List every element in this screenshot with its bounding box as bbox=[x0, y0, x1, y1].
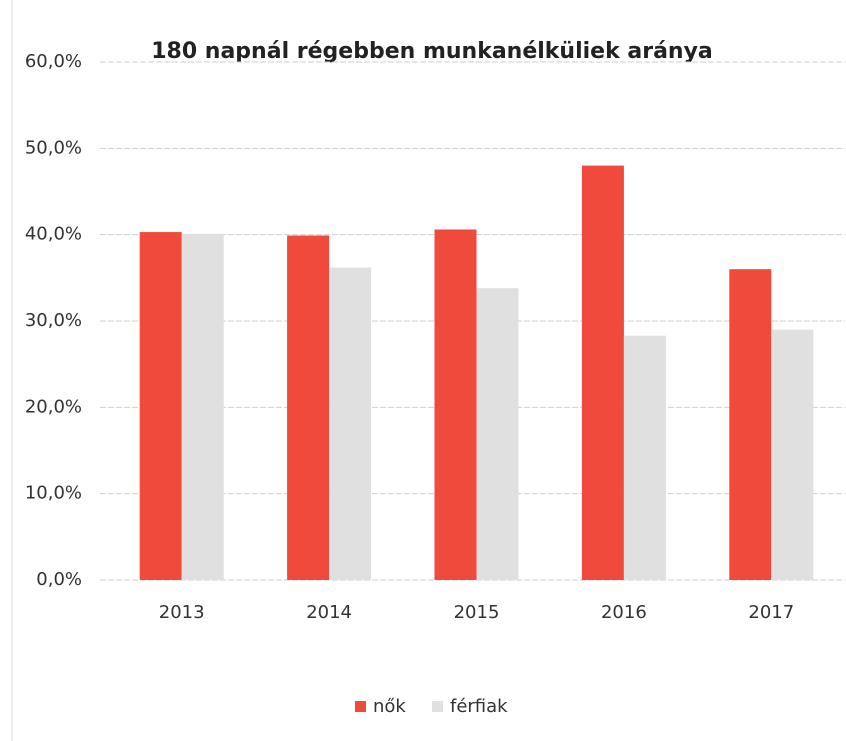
y-tick-label: 20,0% bbox=[25, 396, 82, 417]
chart-title: 180 napnál régebben munkanélküliek arány… bbox=[151, 39, 713, 64]
y-tick-label: 30,0% bbox=[25, 310, 82, 331]
x-tick-label: 2014 bbox=[306, 602, 352, 623]
bar bbox=[771, 329, 814, 580]
bar bbox=[139, 232, 182, 580]
bar bbox=[729, 269, 772, 580]
y-tick-label: 10,0% bbox=[25, 483, 82, 504]
bar bbox=[434, 229, 477, 580]
x-tick-label: 2016 bbox=[601, 602, 647, 623]
bar bbox=[287, 235, 330, 580]
legend-label: férfiak bbox=[450, 696, 508, 717]
bar bbox=[623, 335, 666, 580]
bar bbox=[329, 267, 372, 580]
y-tick-label: 60,0% bbox=[25, 51, 82, 72]
bar bbox=[581, 165, 624, 580]
legend-swatch bbox=[432, 701, 443, 712]
y-tick-label: 0,0% bbox=[36, 569, 82, 590]
legend-swatch bbox=[355, 701, 366, 712]
y-tick-label: 50,0% bbox=[25, 137, 82, 158]
x-tick-label: 2017 bbox=[748, 602, 794, 623]
x-tick-label: 2015 bbox=[454, 602, 500, 623]
bar bbox=[476, 288, 519, 580]
x-tick-label: 2013 bbox=[159, 602, 205, 623]
legend-label: nők bbox=[373, 696, 406, 717]
bar bbox=[181, 233, 224, 580]
y-tick-label: 40,0% bbox=[25, 224, 82, 245]
